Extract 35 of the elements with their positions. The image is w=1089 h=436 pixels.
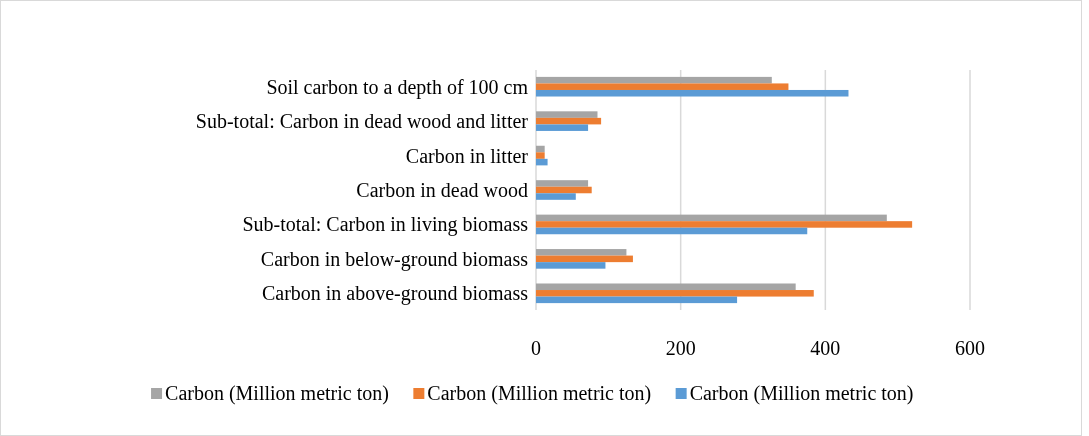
bar (536, 186, 592, 194)
bar (536, 76, 772, 84)
bar (536, 290, 814, 297)
bar (536, 152, 545, 159)
bar (536, 262, 606, 269)
x-tick-label: 0 (531, 337, 541, 359)
bar (536, 145, 545, 153)
y-tick-label: Carbon in dead wood (356, 179, 528, 201)
bar (536, 283, 796, 291)
y-tick-label: Soil carbon to a depth of 100 cm (266, 75, 529, 99)
bar (536, 296, 738, 304)
bar (536, 89, 849, 97)
y-tick-label: Carbon in below-ground biomass (260, 247, 529, 271)
bar (536, 180, 589, 187)
bar (536, 83, 789, 90)
bar (536, 124, 589, 131)
legend-label: Carbon (Million metric ton) (689, 382, 914, 405)
bar (536, 214, 887, 222)
legend-label: Carbon (Million metric ton) (427, 382, 652, 405)
y-tick-label: Sub-total: Carbon in living biomass (242, 213, 529, 237)
bar (536, 158, 548, 166)
x-tick-label: 200 (665, 337, 696, 359)
bar (536, 255, 633, 263)
legend-label: Carbon (Million metric ton) (165, 382, 389, 405)
bar (536, 117, 602, 125)
bar (536, 221, 913, 228)
bar (536, 193, 576, 200)
x-tick-label: 400 (810, 337, 841, 359)
y-tick-label: Sub-total: Carbon in dead wood and litter (195, 110, 529, 133)
y-tick-label: Carbon in above-ground biomass (261, 282, 529, 306)
bar (536, 249, 627, 256)
bar (536, 111, 598, 118)
y-tick-label: Carbon in litter (405, 144, 529, 167)
x-tick-label: 600 (955, 337, 985, 359)
bar (536, 227, 808, 235)
